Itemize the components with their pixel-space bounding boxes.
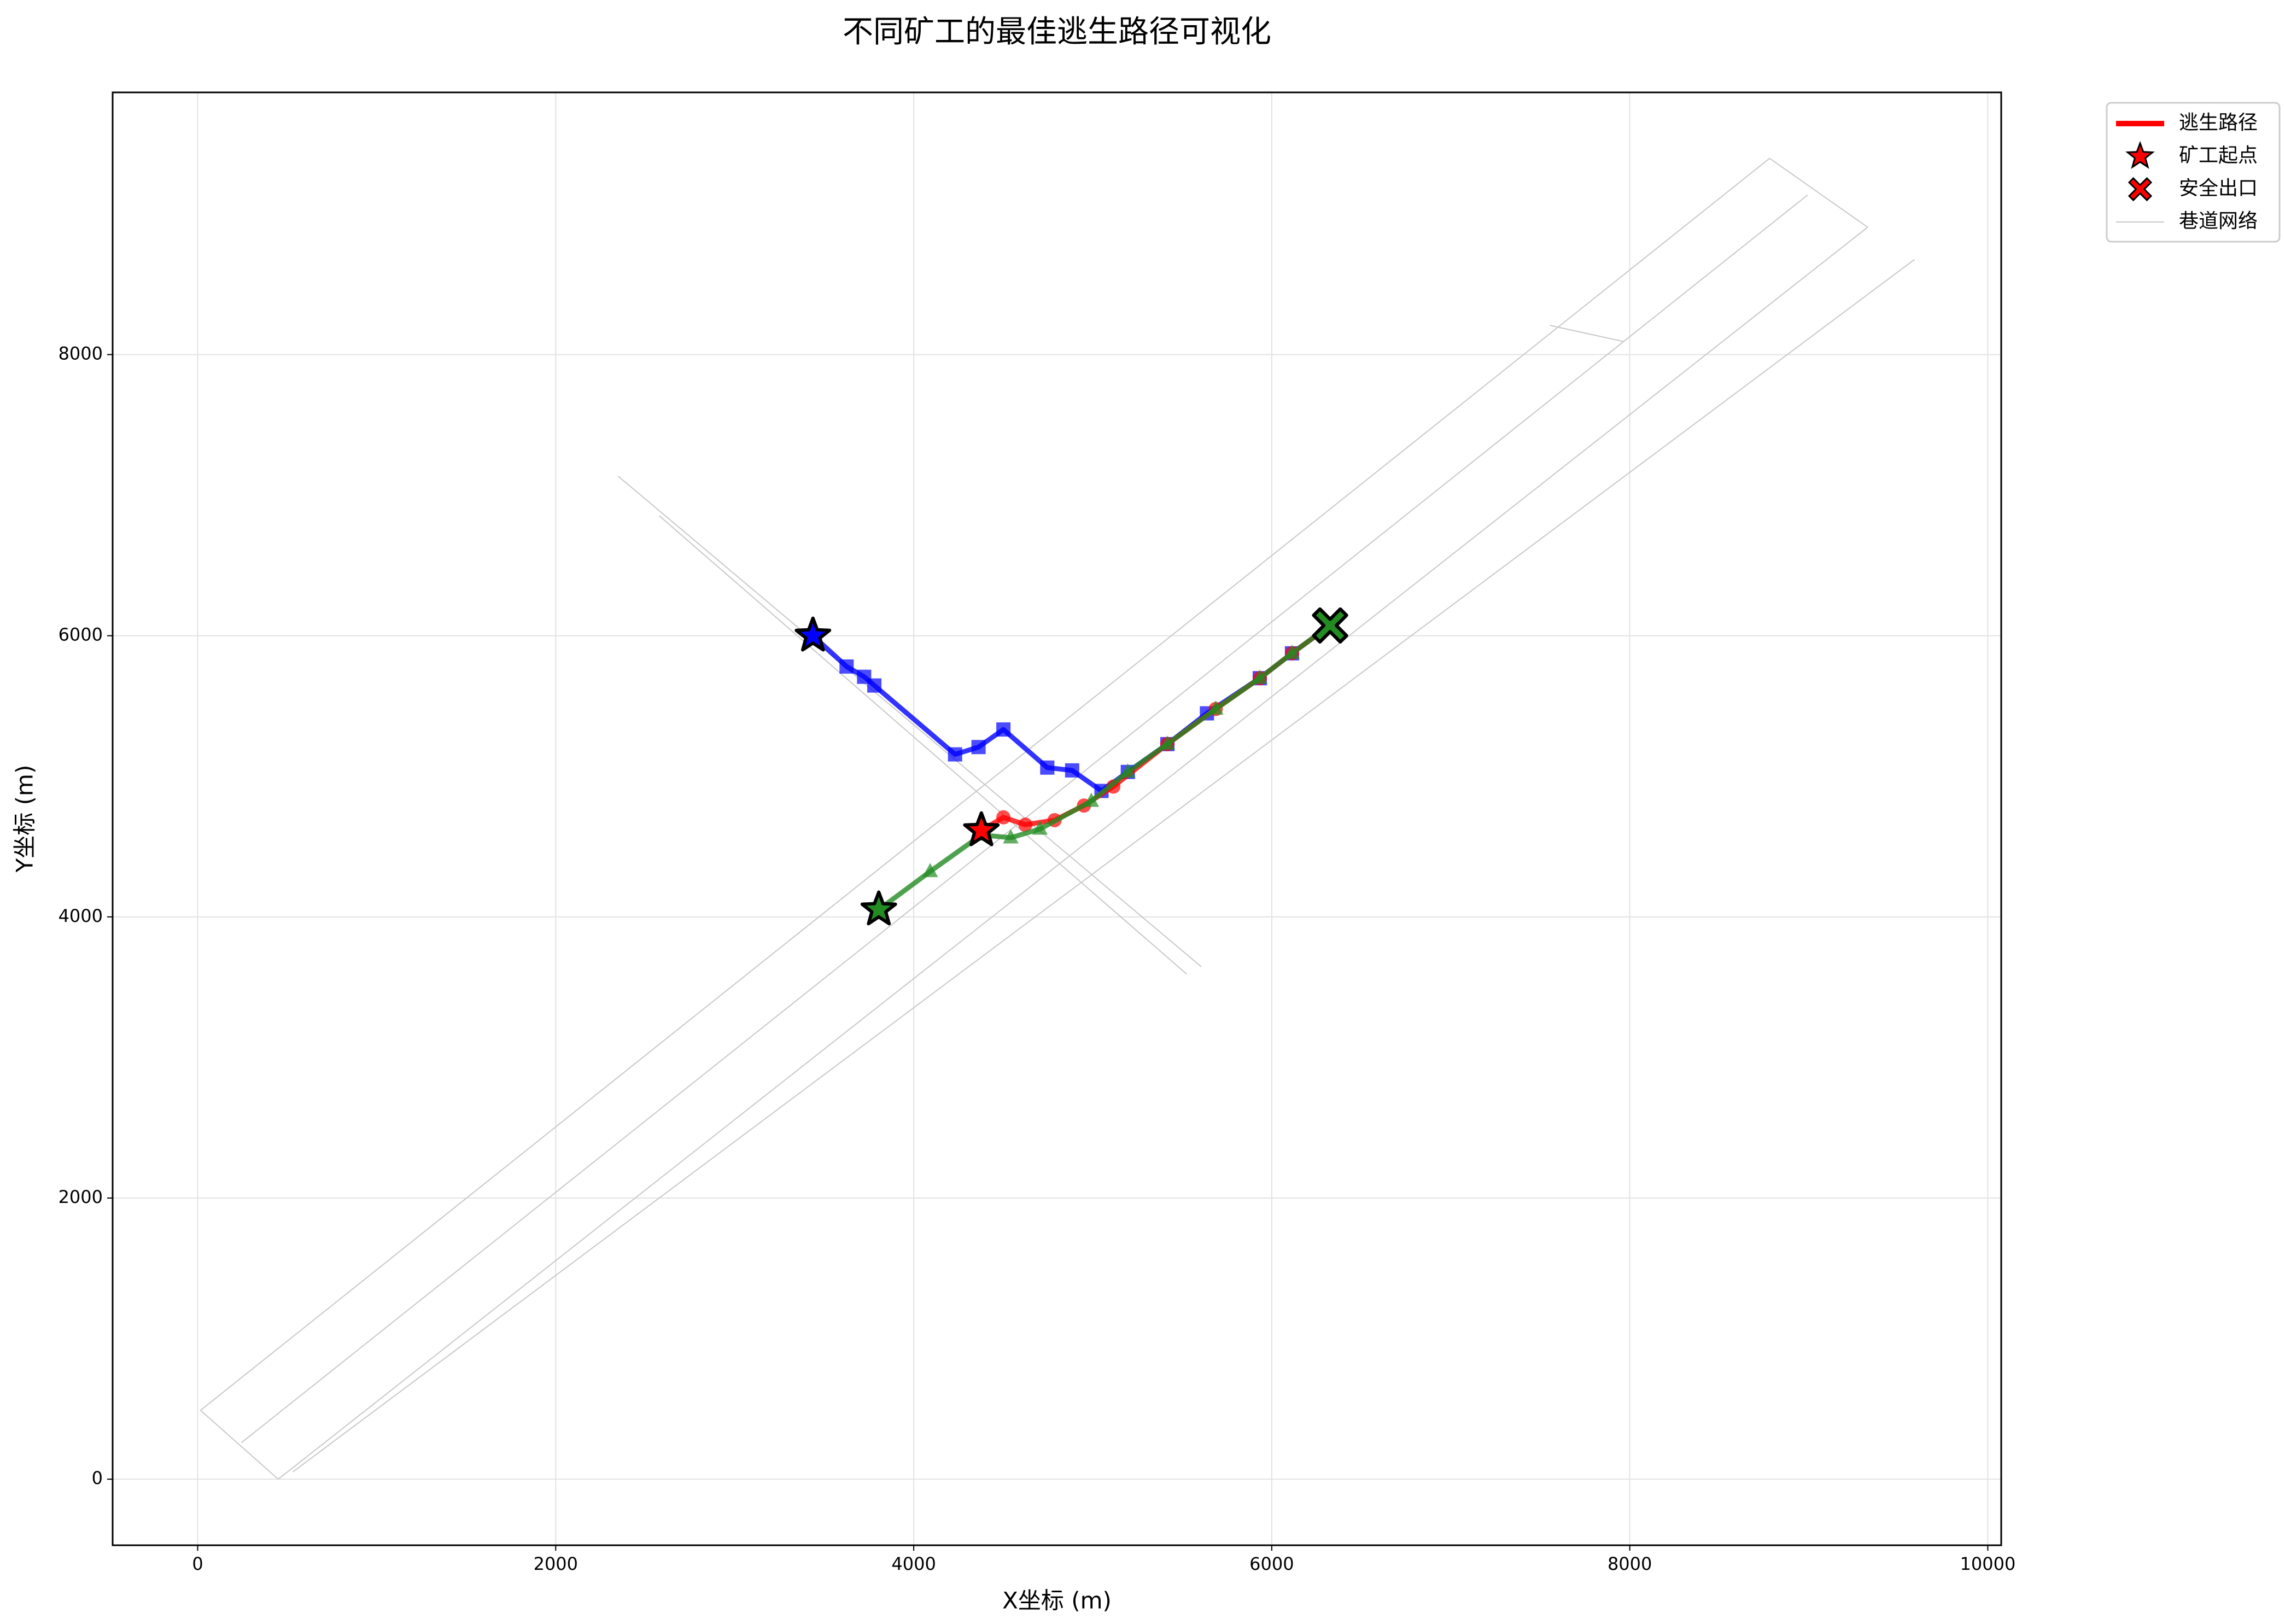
tunnel	[293, 259, 1915, 1473]
tunnel	[278, 226, 1868, 1480]
legend-label: 矿工起点	[2179, 144, 2258, 167]
x-tick-label: 4000	[891, 1553, 936, 1574]
y-tick-label: 6000	[59, 624, 103, 645]
x-tick-label: 0	[192, 1553, 203, 1574]
point	[971, 740, 986, 755]
point	[1120, 763, 1136, 778]
point	[1284, 645, 1300, 659]
point	[996, 722, 1011, 737]
point	[1159, 735, 1176, 750]
point	[839, 659, 854, 674]
legend-label: 巷道网络	[2179, 210, 2258, 232]
start-marker	[860, 890, 897, 926]
point	[1040, 760, 1055, 775]
start-marker	[794, 616, 832, 652]
point	[922, 863, 938, 878]
x-tick-label: 10000	[1960, 1553, 2016, 1574]
tunnel	[658, 515, 1187, 974]
y-tick-label: 4000	[59, 906, 103, 926]
tunnel	[1550, 325, 1623, 342]
legend-swatch	[2128, 177, 2153, 202]
y-tick-label: 2000	[59, 1187, 103, 1207]
point	[867, 678, 882, 693]
point	[996, 810, 1011, 825]
exit-marker	[1312, 607, 1348, 644]
y-tick-label: 0	[92, 1468, 103, 1488]
point	[948, 747, 962, 762]
point	[1065, 763, 1079, 778]
x-tick-label: 6000	[1249, 1553, 1294, 1574]
point	[1208, 700, 1224, 715]
x-tick-label: 8000	[1608, 1553, 1652, 1574]
tunnel	[200, 1410, 279, 1480]
plot-frame	[112, 91, 2002, 1546]
point	[1252, 669, 1268, 684]
legend-swatch	[2125, 141, 2155, 169]
y-axis-label: Y坐标 (m)	[11, 765, 38, 873]
x-axis-label: X坐标 (m)	[1002, 1587, 1112, 1614]
tunnel	[617, 476, 1202, 967]
x-tick-label: 2000	[534, 1553, 578, 1574]
legend-label: 安全出口	[2179, 177, 2258, 200]
legend-label: 逃生路径	[2179, 112, 2258, 134]
point	[1083, 792, 1100, 807]
point	[1032, 820, 1048, 835]
legend-box	[2106, 102, 2281, 243]
tunnel	[1769, 157, 1868, 228]
point	[1018, 817, 1033, 832]
start-marker	[963, 811, 1000, 846]
chart-title: 不同矿工的最佳逃生路径可视化	[843, 14, 1271, 50]
y-tick-label: 8000	[59, 343, 103, 364]
point	[1003, 829, 1019, 844]
